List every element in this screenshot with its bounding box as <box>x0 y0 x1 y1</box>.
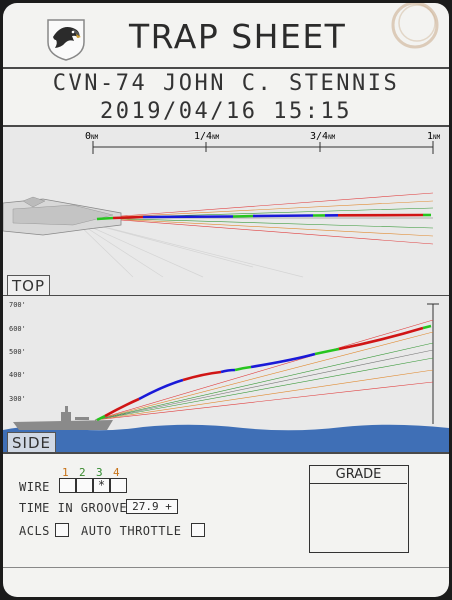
altitude-tick-600: 600' <box>9 325 26 333</box>
scale-label-1: 1NM <box>427 131 441 142</box>
wire-label: WIRE : <box>19 480 66 494</box>
panel-divider <box>3 452 449 454</box>
time-in-groove-value: 27.9 + <box>126 499 178 514</box>
grade-box[interactable]: GRADE <box>309 465 409 553</box>
wire-box-3[interactable]: * <box>93 478 110 493</box>
wire-number-1: 1 <box>62 466 69 479</box>
date-time: 2019/04/16 15:15 <box>100 99 352 124</box>
scale-label-0: 0NM <box>85 131 99 142</box>
wire-box-2[interactable] <box>76 478 93 493</box>
wire-number-3: 3 <box>96 466 103 479</box>
glideslope-guide-lines <box>94 192 434 245</box>
scale-label-quarter: 1/4NM <box>194 131 220 142</box>
altitude-tick-400: 400' <box>9 371 26 379</box>
side-view-panel: 700' 600' 500' 400' 300' <box>3 296 449 452</box>
wire-box-4[interactable] <box>110 478 127 493</box>
header-divider <box>3 67 449 69</box>
wire-number-2: 2 <box>79 466 86 479</box>
auto-throttle-label: AUTO THROTTLE <box>81 524 182 538</box>
approach-track-side <box>96 324 432 422</box>
top-view-label: TOP <box>7 275 51 295</box>
trap-sheet: TRAP SHEET CVN-74 JOHN C. STENNIS 2019/0… <box>3 3 449 597</box>
glideslope-guide-lines <box>94 319 434 421</box>
footer: 1 2 3 4 WIRE : * TIME IN GROOVE: 27.9 + … <box>3 453 449 597</box>
wake-trails <box>72 218 304 278</box>
carrier-side-icon <box>13 406 113 430</box>
side-view-plot: 700' 600' 500' 400' 300' <box>3 301 449 452</box>
header: TRAP SHEET <box>3 3 449 67</box>
altitude-tick-300: 300' <box>9 395 26 403</box>
page-title: TRAP SHEET <box>129 17 347 56</box>
wire-number-4: 4 <box>113 466 120 479</box>
coffee-stain-icon <box>391 3 439 49</box>
approach-track-top <box>96 213 431 221</box>
info-divider <box>3 125 449 127</box>
ship-name: CVN-74 JOHN C. STENNIS <box>52 71 400 96</box>
eagle-logo-icon <box>47 19 85 61</box>
auto-throttle-checkbox[interactable] <box>191 523 205 537</box>
side-view-label: SIDE <box>7 432 56 452</box>
grade-label: GRADE <box>310 466 407 484</box>
top-view-plot: 0NM 1/4NM 3/4NM 1NM <box>3 131 441 278</box>
top-view-panel: 0NM 1/4NM 3/4NM 1NM <box>3 127 449 295</box>
time-in-groove-label: TIME IN GROOVE: <box>19 501 135 515</box>
carrier-top-icon <box>3 196 122 236</box>
water <box>3 424 449 452</box>
altitude-tick-500: 500' <box>9 348 26 356</box>
acls-checkbox[interactable] <box>55 523 69 537</box>
footer-divider <box>3 567 449 568</box>
acls-label: ACLS <box>19 524 50 538</box>
scale-label-three-quarter: 3/4NM <box>310 131 336 142</box>
altitude-tick-700: 700' <box>9 301 26 309</box>
wire-box-1[interactable] <box>59 478 76 493</box>
